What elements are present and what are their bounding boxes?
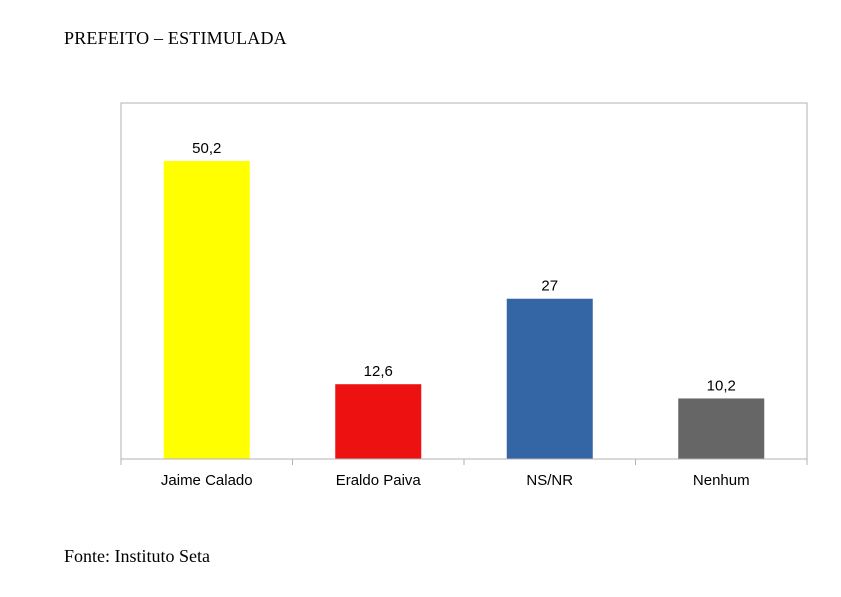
- category-label: Jaime Calado: [161, 472, 253, 489]
- source-note: Fonte: Instituto Seta: [64, 546, 210, 566]
- data-label: 50,2: [192, 140, 221, 157]
- data-label: 10,2: [707, 377, 736, 394]
- bar-ns-nr: [506, 298, 593, 459]
- category-label: NS/NR: [526, 472, 573, 489]
- category-label: Nenhum: [693, 472, 750, 489]
- labels-group: 50,2 Jaime Calado 12,6 Eraldo Paiva 27 NS/NR 1…: [161, 140, 750, 489]
- ticks-group: [120, 458, 808, 465]
- category-label: Eraldo Paiva: [336, 472, 422, 489]
- bar-eraldo-paiva: [335, 384, 422, 459]
- bar-nenhum: [678, 398, 765, 459]
- bars-group: [163, 161, 765, 459]
- bar-jaime-calado: [163, 161, 250, 459]
- data-label: 27: [541, 278, 558, 295]
- chart-title: PREFEITO – ESTIMULADA: [64, 28, 287, 48]
- data-label: 12,6: [364, 363, 393, 380]
